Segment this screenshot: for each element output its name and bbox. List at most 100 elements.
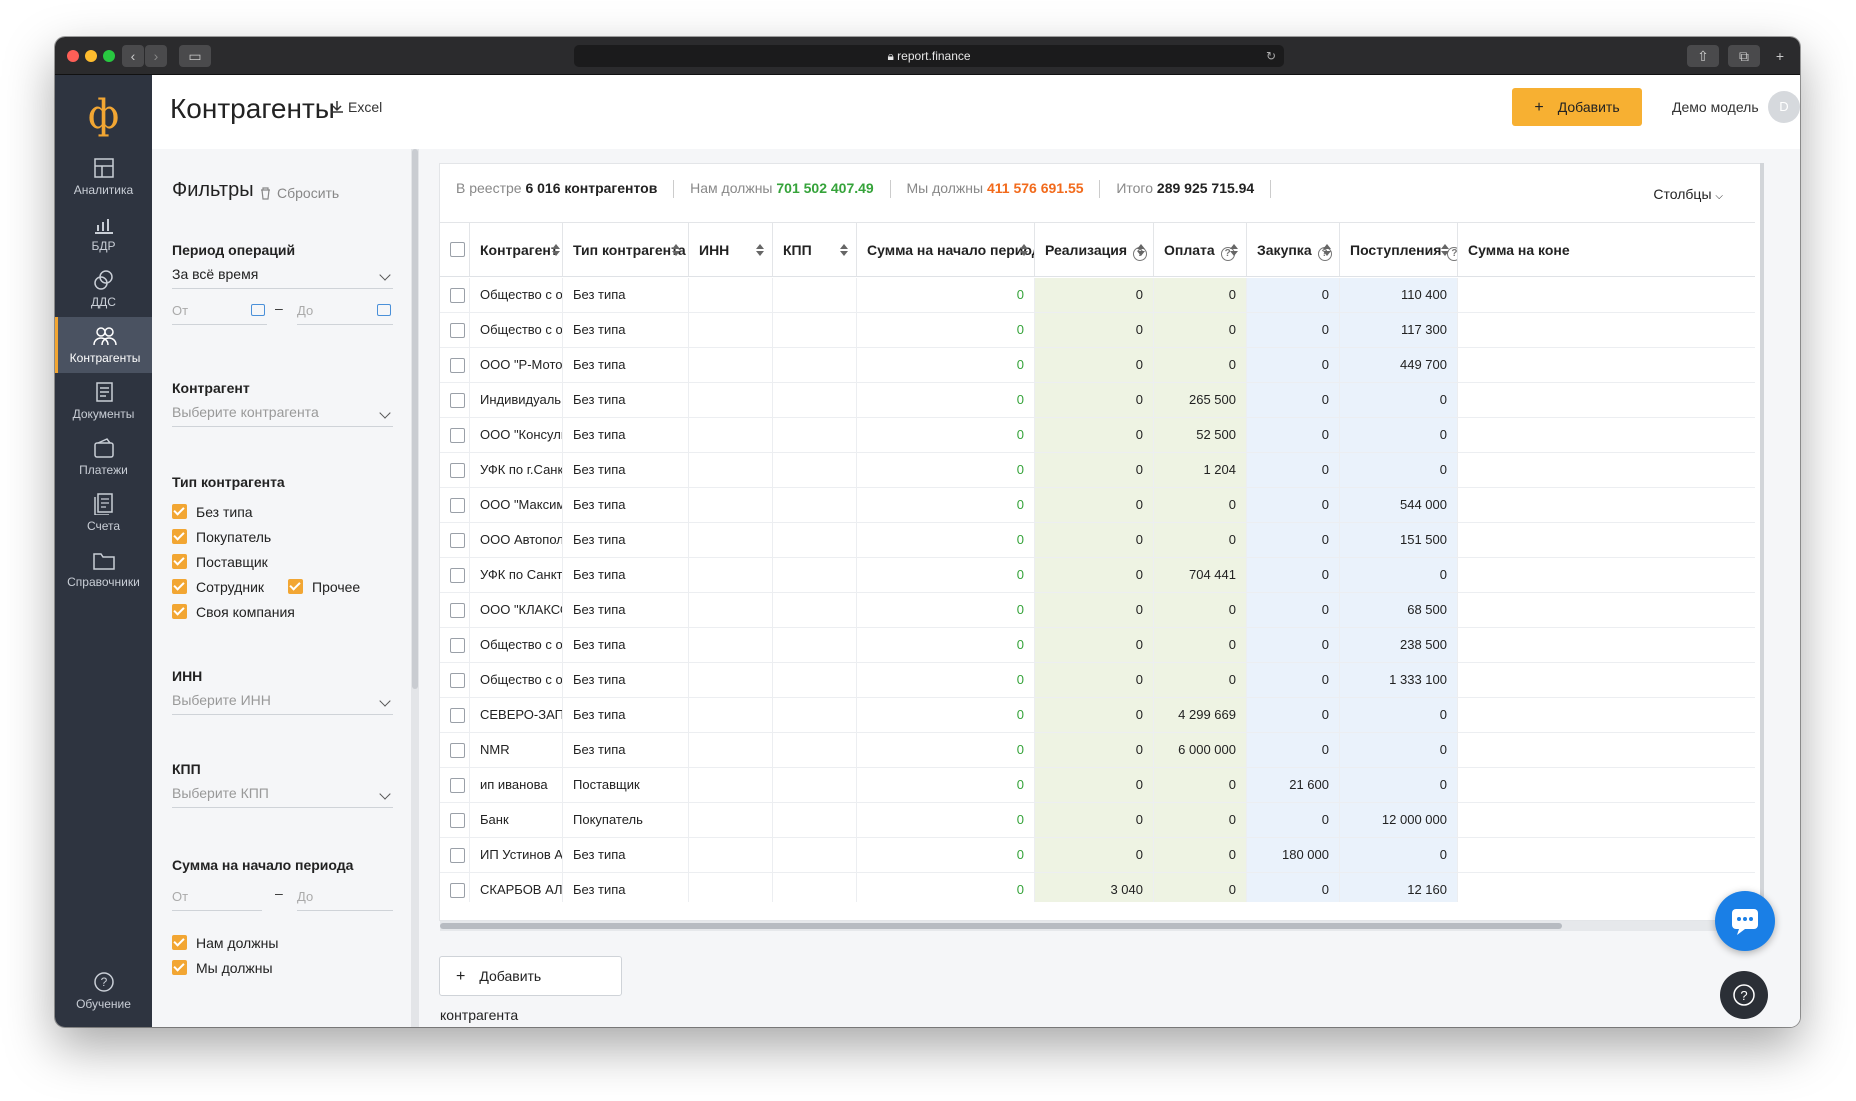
- add-button[interactable]: + Добавить: [1512, 88, 1642, 126]
- header-purchase[interactable]: Закупка?: [1247, 223, 1340, 276]
- sort-icon[interactable]: [672, 244, 680, 256]
- address-bar[interactable]: 🔒︎ report.finance ↻: [574, 45, 1284, 67]
- filters-scrollbar-thumb[interactable]: [412, 149, 418, 689]
- excel-export-button[interactable]: Excel: [330, 99, 382, 115]
- kpp-select[interactable]: Выберите КПП: [172, 782, 393, 808]
- sidebar-item-learning[interactable]: ? Обучение: [55, 963, 152, 1019]
- start-sum-to-field[interactable]: До: [297, 887, 393, 911]
- checkbox-checked[interactable]: [288, 579, 303, 594]
- checkbox-checked[interactable]: [172, 935, 187, 950]
- chat-button[interactable]: [1715, 891, 1775, 951]
- table-scrollbar-thumb[interactable]: [440, 923, 1562, 929]
- header-receipts[interactable]: Поступления?: [1340, 223, 1458, 276]
- sort-icon[interactable]: [1020, 244, 1028, 256]
- row-checkbox[interactable]: [450, 638, 465, 653]
- sidebar-item-invoices[interactable]: Счета: [55, 485, 152, 541]
- sort-icon[interactable]: [1441, 244, 1449, 256]
- cell-contractor[interactable]: УФК по г.Санкт-: [470, 453, 563, 487]
- table-row[interactable]: NMR Без типа 0 0 6 000 000 0 0: [440, 733, 1755, 768]
- sidebar-item-dds[interactable]: ДДС: [55, 261, 152, 317]
- checkbox-checked[interactable]: [172, 604, 187, 619]
- row-checkbox[interactable]: [450, 813, 465, 828]
- header-sales[interactable]: Реализация?: [1035, 223, 1154, 276]
- user-name[interactable]: Демо модель: [1672, 99, 1759, 115]
- maximize-window-button[interactable]: [103, 50, 115, 62]
- reset-filters-button[interactable]: Сбросить: [260, 185, 339, 201]
- minimize-window-button[interactable]: [85, 50, 97, 62]
- sort-icon[interactable]: [1323, 244, 1331, 256]
- row-checkbox[interactable]: [450, 498, 465, 513]
- cell-contractor[interactable]: Общество с огра: [470, 663, 563, 697]
- sort-icon[interactable]: [1230, 244, 1238, 256]
- app-logo[interactable]: ф: [87, 92, 120, 138]
- filters-scrollbar[interactable]: [411, 149, 419, 1027]
- sidebar-item-contractors[interactable]: Контрагенты: [55, 317, 152, 373]
- table-horizontal-scrollbar[interactable]: [440, 921, 1765, 931]
- table-row[interactable]: Банк Покупатель 0 0 0 0 12 000 000: [440, 803, 1755, 838]
- row-checkbox[interactable]: [450, 428, 465, 443]
- type-option-supplier[interactable]: Поставщик: [172, 554, 268, 570]
- header-end-sum[interactable]: Сумма на коне: [1458, 223, 1598, 276]
- cell-contractor[interactable]: Банк: [470, 803, 563, 837]
- cell-contractor[interactable]: Индивидуальны: [470, 383, 563, 417]
- cell-contractor[interactable]: ООО Автополе М: [470, 523, 563, 557]
- option-owed-to-us[interactable]: Нам должны: [172, 935, 278, 951]
- checkbox-checked[interactable]: [172, 579, 187, 594]
- cell-contractor[interactable]: СЕВЕРО-ЗАПАДІ: [470, 698, 563, 732]
- option-we-owe[interactable]: Мы должны: [172, 960, 273, 976]
- cell-contractor[interactable]: Общество с огра: [470, 313, 563, 347]
- period-from-field[interactable]: От: [172, 301, 267, 325]
- cell-contractor[interactable]: СКАРБОВ АЛЕКС: [470, 873, 563, 902]
- start-sum-from-field[interactable]: От: [172, 887, 262, 911]
- type-option-own-company[interactable]: Своя компания: [172, 604, 295, 620]
- sidebar-item-references[interactable]: Справочники: [55, 541, 152, 597]
- row-checkbox[interactable]: [450, 568, 465, 583]
- row-checkbox[interactable]: [450, 323, 465, 338]
- row-checkbox[interactable]: [450, 778, 465, 793]
- sort-icon[interactable]: [756, 244, 764, 256]
- table-row[interactable]: ип иванова Поставщик 0 0 0 21 600 0: [440, 768, 1755, 803]
- type-option-other[interactable]: Прочее: [288, 579, 360, 595]
- share-icon[interactable]: ⇧: [1687, 45, 1719, 67]
- header-type[interactable]: Тип контрагента: [563, 223, 689, 276]
- period-select[interactable]: За всё время: [172, 263, 393, 289]
- sidebar-item-documents[interactable]: Документы: [55, 373, 152, 429]
- checkbox-checked[interactable]: [172, 554, 187, 569]
- cell-contractor[interactable]: Общество с огра: [470, 278, 563, 312]
- period-to-field[interactable]: До: [297, 301, 393, 325]
- row-checkbox[interactable]: [450, 288, 465, 303]
- checkbox-checked[interactable]: [172, 960, 187, 975]
- cell-contractor[interactable]: ООО "Максимум: [470, 488, 563, 522]
- add-contractor-button[interactable]: + Добавить контрагента: [439, 956, 622, 1023]
- header-start-sum[interactable]: Сумма на начало периода: [857, 223, 1035, 276]
- type-option-buyer[interactable]: Покупатель: [172, 529, 271, 545]
- type-option-employee[interactable]: Сотрудник: [172, 579, 264, 595]
- checkbox-checked[interactable]: [172, 504, 187, 519]
- tabs-icon[interactable]: ⧉: [1728, 45, 1760, 67]
- back-icon[interactable]: ‹: [122, 45, 144, 67]
- row-checkbox[interactable]: [450, 533, 465, 548]
- cell-contractor[interactable]: ООО "Консульта: [470, 418, 563, 452]
- cell-contractor[interactable]: ООО "КЛАКСОН": [470, 593, 563, 627]
- row-checkbox[interactable]: [450, 743, 465, 758]
- checkbox-checked[interactable]: [172, 529, 187, 544]
- calendar-icon[interactable]: [377, 304, 391, 316]
- cell-contractor[interactable]: Общество с огра: [470, 628, 563, 662]
- cell-contractor[interactable]: NMR: [470, 733, 563, 767]
- row-checkbox[interactable]: [450, 848, 465, 863]
- forward-icon[interactable]: ›: [145, 45, 167, 67]
- avatar[interactable]: D: [1768, 91, 1800, 123]
- new-tab-icon[interactable]: +: [1775, 48, 1785, 64]
